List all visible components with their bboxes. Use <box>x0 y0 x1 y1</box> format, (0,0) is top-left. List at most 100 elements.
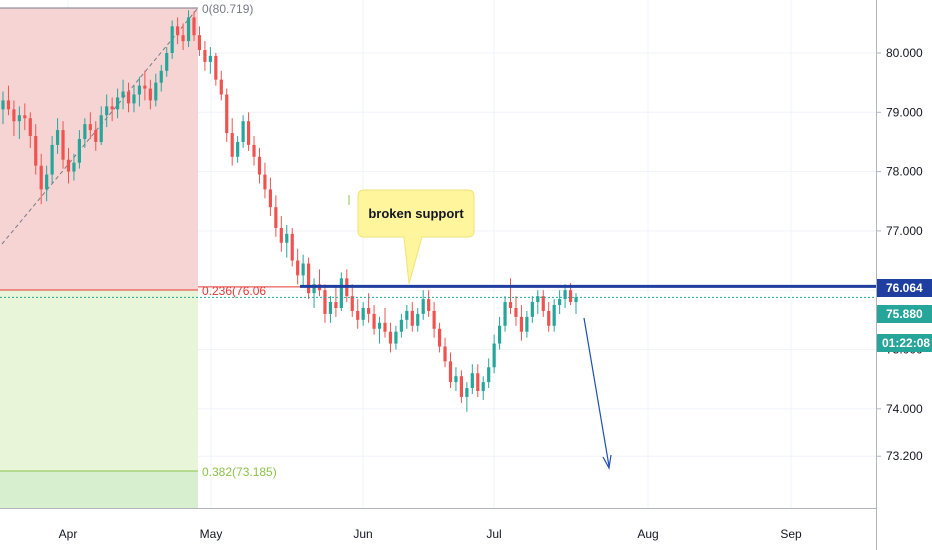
price-tick-label: 77.000 <box>886 224 923 238</box>
candle <box>459 370 463 403</box>
candle <box>476 364 480 397</box>
candle <box>148 79 152 110</box>
candle <box>28 112 32 148</box>
price-axis[interactable]: 80.00079.00078.00077.00076.00075.00074.0… <box>876 46 923 463</box>
candle <box>367 293 371 323</box>
candle <box>39 153 43 205</box>
candle <box>274 195 278 237</box>
price-levels <box>0 284 876 298</box>
price-tick-label: 79.000 <box>886 105 923 119</box>
candle <box>323 284 327 323</box>
candle <box>547 302 551 332</box>
candle <box>203 41 207 71</box>
time-tick-label: Jun <box>353 527 372 541</box>
candle <box>12 100 16 137</box>
candle <box>154 73 158 107</box>
candle <box>6 85 11 116</box>
candle <box>388 322 393 353</box>
candle <box>377 316 382 344</box>
level-price-text: 76.064 <box>886 281 923 295</box>
candle <box>61 121 65 169</box>
candle <box>176 17 180 45</box>
candle <box>356 299 360 329</box>
candles <box>1 10 578 412</box>
candle <box>427 290 431 317</box>
candle <box>481 376 485 400</box>
candle <box>72 153 76 181</box>
candle <box>55 118 60 154</box>
candle <box>208 47 212 74</box>
candle <box>454 367 458 392</box>
candle <box>105 94 109 128</box>
candle <box>410 302 414 332</box>
candle <box>137 76 142 107</box>
candle <box>99 106 103 145</box>
down-arrow <box>583 317 612 470</box>
candle <box>394 325 398 350</box>
candle <box>519 305 524 341</box>
candle <box>197 26 202 56</box>
candle <box>88 112 92 139</box>
candle <box>328 296 333 323</box>
fib-level-label: 0.236(76.06 <box>202 284 266 298</box>
candle <box>536 290 540 314</box>
time-tick-label: Aug <box>637 527 658 541</box>
candle <box>263 162 267 199</box>
candle <box>301 254 305 288</box>
candle <box>448 352 453 389</box>
fib-level-label: 0.382(73.185) <box>202 465 277 479</box>
candle <box>405 305 409 329</box>
candle <box>492 334 496 374</box>
candle <box>83 118 87 148</box>
candle <box>66 147 71 184</box>
candle <box>470 364 474 394</box>
candle <box>279 216 283 252</box>
candle <box>508 278 513 314</box>
candle <box>252 136 256 166</box>
candle <box>165 47 169 77</box>
candle <box>50 136 54 184</box>
level-price-badge: 76.064 <box>877 279 932 297</box>
candle <box>290 227 294 267</box>
candle <box>143 70 147 101</box>
candle <box>503 296 507 332</box>
candle <box>552 299 556 332</box>
candle <box>241 115 245 148</box>
candle <box>541 290 545 317</box>
countdown-text: 01:22:08 <box>882 336 930 350</box>
candle <box>45 165 49 202</box>
time-axis[interactable]: Apr May Jun Jul Aug Sep <box>59 527 802 541</box>
price-tick-label: 74.000 <box>886 402 923 416</box>
candle <box>361 302 365 326</box>
candle <box>437 322 442 353</box>
fib-zone-red <box>0 8 198 290</box>
candle <box>219 70 223 101</box>
callout-text: broken support <box>368 206 464 221</box>
candle <box>563 284 567 308</box>
candle <box>116 88 120 119</box>
candle <box>514 296 518 326</box>
candle <box>170 20 174 59</box>
candle <box>443 337 447 368</box>
candle <box>296 248 300 285</box>
candle <box>230 118 234 166</box>
price-tick-label: 73.200 <box>886 449 923 463</box>
broken-support-callout[interactable]: broken support <box>357 189 475 285</box>
time-tick-label: Apr <box>59 527 78 541</box>
candle <box>257 147 262 184</box>
candle <box>558 290 562 314</box>
candle <box>285 224 289 258</box>
candle <box>525 310 529 338</box>
candle <box>530 296 534 323</box>
price-tick-label: 80.000 <box>886 46 923 60</box>
candle <box>94 121 98 151</box>
candle <box>399 313 403 338</box>
candle <box>432 302 436 338</box>
candle <box>159 64 163 92</box>
candle <box>236 136 240 163</box>
candle <box>498 316 502 350</box>
candle <box>487 358 491 389</box>
candle <box>246 112 251 151</box>
candle <box>317 269 322 297</box>
time-tick-label: Sep <box>780 527 802 541</box>
